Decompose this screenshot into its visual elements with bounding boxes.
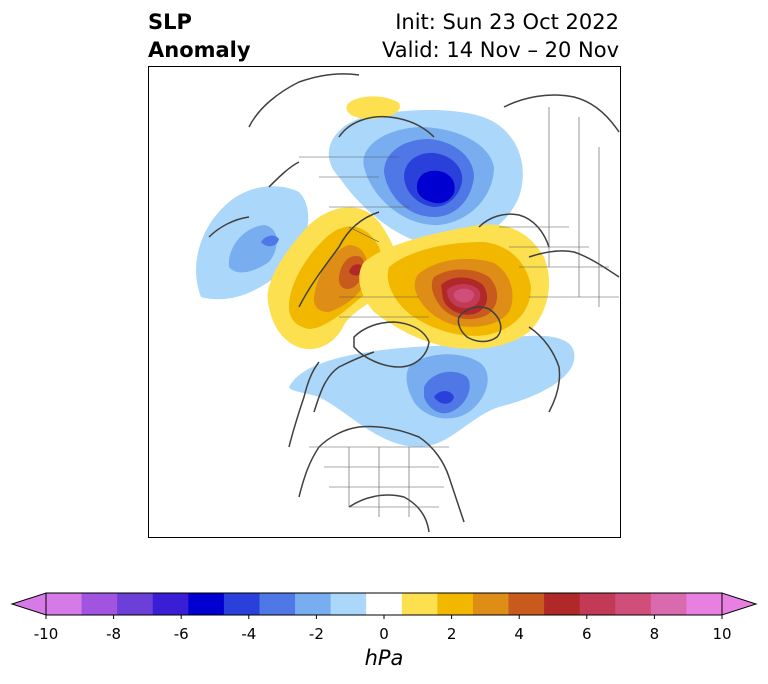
map-canvas — [149, 73, 620, 533]
colorbar-swatch — [437, 593, 474, 615]
map-title: SLP Anomaly — [148, 8, 251, 64]
colorbar-swatch — [615, 593, 652, 615]
colorbar-tick-label: -6 — [173, 625, 189, 643]
colorbar-tick-label: -10 — [33, 625, 59, 643]
colorbar-swatch — [366, 593, 403, 615]
colorbar-svg — [10, 592, 758, 619]
init-date: Init: Sun 23 Oct 2022 — [395, 10, 619, 34]
forecast-dates: Init: Sun 23 Oct 2022 Valid: 14 Nov – 20… — [382, 8, 619, 64]
colorbar-swatch — [472, 593, 510, 615]
colorbar-swatch — [188, 593, 225, 615]
colorbar-tick-label: -2 — [308, 625, 324, 643]
colorbar-tick-label: -4 — [241, 625, 257, 643]
colorbar-tick-label: 0 — [379, 625, 389, 643]
colorbar — [0, 585, 768, 625]
colorbar-tick-label: 4 — [514, 625, 524, 643]
colorbar-extend-high — [721, 592, 758, 616]
slp-anomaly-map — [148, 66, 621, 538]
colorbar-swatch — [686, 593, 723, 615]
colorbar-swatch — [650, 593, 687, 615]
colorbar-swatch — [544, 593, 581, 615]
colorbar-tick-label: 8 — [649, 625, 660, 643]
northeast-america-low-anomaly — [289, 335, 575, 447]
eurasia-low-anomaly — [328, 110, 523, 246]
colorbar-swatch — [81, 593, 118, 615]
colorbar-tick-label: 2 — [446, 625, 457, 643]
colorbar-extend-low — [10, 592, 47, 616]
colorbar-swatch — [579, 593, 616, 615]
colorbar-swatch — [152, 593, 189, 615]
colorbar-swatch — [223, 593, 260, 615]
colorbar-swatch — [330, 593, 367, 615]
valid-period: Valid: 14 Nov – 20 Nov — [382, 38, 619, 62]
title-line-1: SLP — [148, 10, 192, 34]
colorbar-swatch — [259, 593, 296, 615]
scandinavia-high-anomaly — [346, 96, 400, 119]
political-borders — [299, 107, 619, 517]
colorbar-tick-label: -8 — [106, 625, 122, 643]
coastlines — [208, 73, 620, 533]
arctic-greenland-high-anomaly — [359, 224, 549, 349]
colorbar-unit: hPa — [364, 646, 404, 670]
colorbar-swatch — [295, 593, 332, 615]
colorbar-swatch — [508, 593, 545, 615]
colorbar-tick-label: 6 — [582, 625, 592, 643]
edge-gap — [149, 285, 159, 319]
colorbar-swatch — [46, 593, 83, 615]
title-line-2: Anomaly — [148, 38, 251, 62]
colorbar-swatch — [117, 593, 154, 615]
siberia-high-anomaly — [267, 207, 404, 350]
colorbar-swatch — [401, 593, 438, 615]
colorbar-tick-label: 10 — [712, 625, 732, 643]
